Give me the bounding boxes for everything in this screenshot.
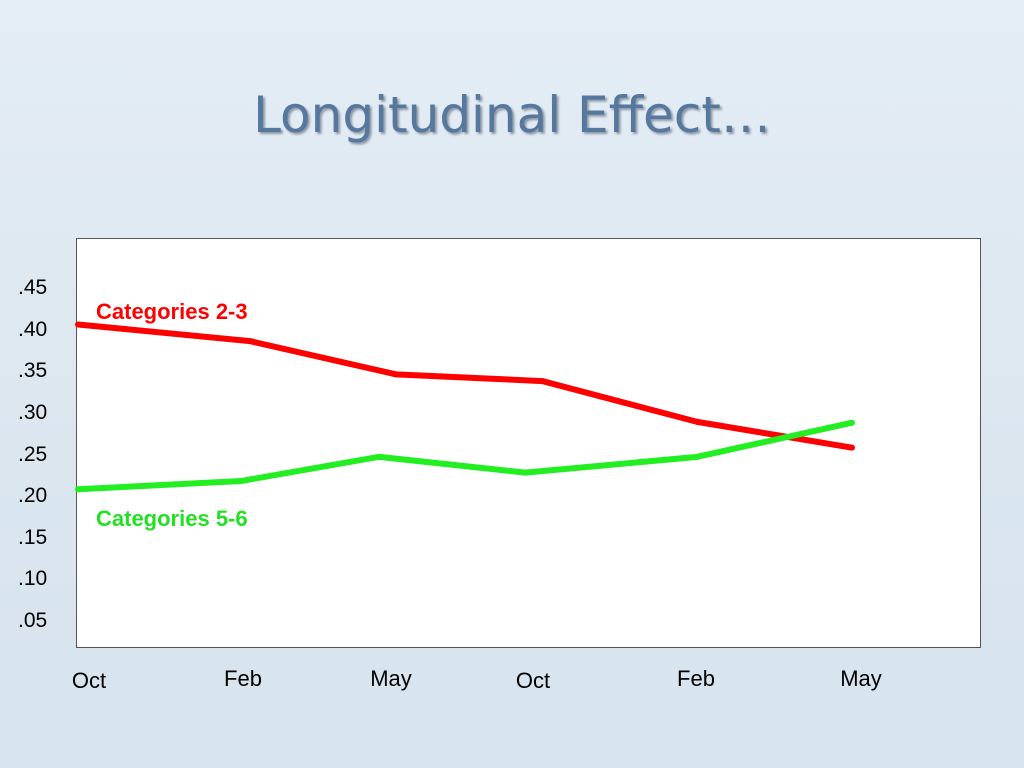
- series-2-point: [694, 453, 701, 460]
- x-tick-label: Feb: [224, 666, 262, 691]
- y-tick-label: .15: [18, 525, 48, 549]
- y-tick-label: .30: [18, 400, 48, 424]
- series-2-point: [522, 469, 529, 476]
- series-1-point: [539, 378, 546, 385]
- x-tick-label: May: [370, 666, 412, 691]
- series-1-point: [75, 321, 81, 328]
- series-1-point: [247, 338, 253, 345]
- x-tick-label: Feb: [677, 666, 715, 691]
- series-2-point: [849, 419, 855, 426]
- y-tick-label: .35: [18, 359, 48, 383]
- series-2-point: [75, 486, 81, 493]
- y-tick-label: .25: [18, 442, 48, 466]
- x-tick-label: Oct: [515, 668, 551, 693]
- y-tick-label: .10: [18, 567, 48, 591]
- series-1-point: [393, 371, 400, 378]
- series-1-point: [849, 444, 855, 451]
- series-label-1: Categories 2-3: [96, 299, 248, 324]
- y-tick-label: .05: [18, 609, 48, 632]
- x-tick-label: Oct: [71, 668, 107, 693]
- series-1-point: [694, 418, 701, 425]
- series-label-2: Categories 5-6: [96, 506, 248, 531]
- y-tick-label: .40: [18, 317, 48, 341]
- series-line-1: [77, 321, 853, 451]
- slide-title: Longitudinal Effect…: [253, 86, 771, 144]
- x-tick-label: May: [840, 666, 882, 691]
- y-tick-label: .45: [18, 276, 48, 299]
- series-2-point: [376, 453, 382, 460]
- y-tick-label: .20: [18, 484, 48, 508]
- series-line-2: [77, 419, 853, 493]
- series-2-point: [238, 477, 245, 484]
